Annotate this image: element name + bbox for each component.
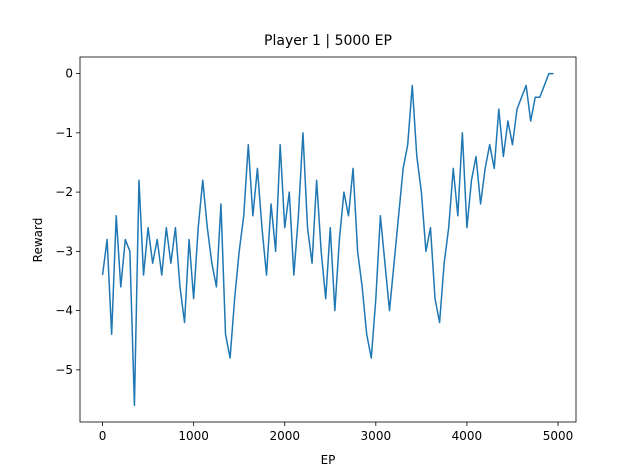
x-axis-label: EP [321,453,336,467]
x-tick-label: 4000 [452,429,483,443]
plot-frame [79,56,577,423]
y-tick-label: 0 [65,67,73,81]
x-tick-label: 3000 [361,429,392,443]
y-tick-label: −2 [55,185,73,199]
x-tick-label: 1000 [178,429,209,443]
y-tick-label: −1 [55,126,73,140]
chart-title: Player 1 | 5000 EP [264,33,392,49]
x-tick-label: 2000 [269,429,300,443]
data-line [101,72,554,407]
y-tick-label: −4 [55,304,73,318]
x-tick-label: 5000 [543,429,574,443]
x-tick-label: 0 [99,429,107,443]
y-tick-label: −5 [55,363,73,377]
y-axis-label: Reward [31,218,45,263]
y-tick-label: −3 [55,244,73,258]
